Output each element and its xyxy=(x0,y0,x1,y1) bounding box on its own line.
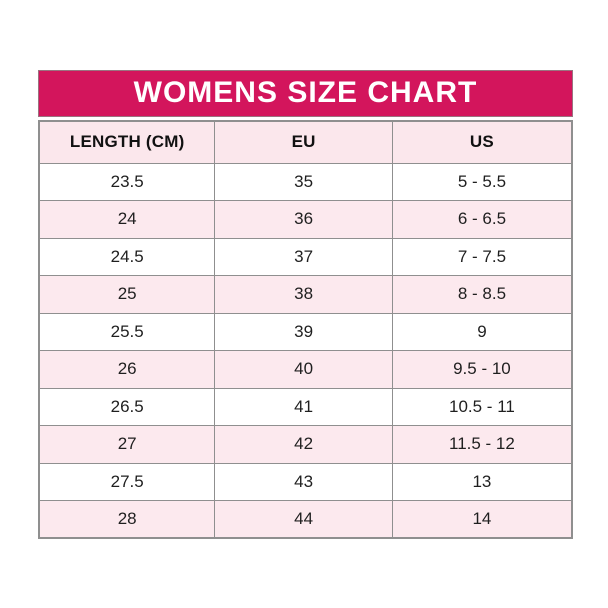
cell-length-cm: 24.5 xyxy=(38,237,216,276)
size-chart: WOMENS SIZE CHART LENGTH (CM) EU US 23.5… xyxy=(38,70,573,539)
table-row: 26.5 41 10.5 - 11 xyxy=(38,387,573,426)
column-header-eu: EU xyxy=(214,120,393,164)
chart-title-bar: WOMENS SIZE CHART xyxy=(38,70,573,117)
cell-eu: 43 xyxy=(214,462,393,501)
cell-eu: 37 xyxy=(214,237,393,276)
cell-length-cm: 28 xyxy=(38,500,216,539)
chart-title: WOMENS SIZE CHART xyxy=(133,75,478,109)
cell-length-cm: 27 xyxy=(38,425,216,464)
table-row: 23.5 35 5 - 5.5 xyxy=(38,162,573,201)
cell-eu: 41 xyxy=(214,387,393,426)
table-row: 28 44 14 xyxy=(38,500,573,539)
size-table-body: 23.5 35 5 - 5.5 24 36 6 - 6.5 24.5 37 7 - 7.5 25 3… xyxy=(38,162,573,539)
cell-us: 5 - 5.5 xyxy=(391,162,573,201)
cell-us: 9.5 - 10 xyxy=(391,350,573,389)
cell-us: 9 xyxy=(391,312,573,351)
cell-eu: 35 xyxy=(214,162,393,201)
cell-length-cm: 25 xyxy=(38,275,216,314)
table-row: 24 36 6 - 6.5 xyxy=(38,200,573,239)
table-row: 27.5 43 13 xyxy=(38,462,573,501)
column-header-us: US xyxy=(391,120,573,164)
cell-eu: 44 xyxy=(214,500,393,539)
cell-length-cm: 27.5 xyxy=(38,462,216,501)
column-header-length-cm: LENGTH (CM) xyxy=(38,120,216,164)
cell-eu: 39 xyxy=(214,312,393,351)
cell-length-cm: 26.5 xyxy=(38,387,216,426)
cell-eu: 40 xyxy=(214,350,393,389)
table-row: 27 42 11.5 - 12 xyxy=(38,425,573,464)
table-row: 26 40 9.5 - 10 xyxy=(38,350,573,389)
cell-us: 10.5 - 11 xyxy=(391,387,573,426)
table-row: 25.5 39 9 xyxy=(38,312,573,351)
cell-us: 13 xyxy=(391,462,573,501)
table-row: 25 38 8 - 8.5 xyxy=(38,275,573,314)
cell-eu: 38 xyxy=(214,275,393,314)
cell-us: 11.5 - 12 xyxy=(391,425,573,464)
cell-eu: 42 xyxy=(214,425,393,464)
cell-eu: 36 xyxy=(214,200,393,239)
cell-us: 7 - 7.5 xyxy=(391,237,573,276)
cell-length-cm: 26 xyxy=(38,350,216,389)
cell-length-cm: 25.5 xyxy=(38,312,216,351)
cell-us: 8 - 8.5 xyxy=(391,275,573,314)
size-table-header: LENGTH (CM) EU US xyxy=(38,120,573,164)
cell-length-cm: 23.5 xyxy=(38,162,216,201)
table-row: 24.5 37 7 - 7.5 xyxy=(38,237,573,276)
cell-length-cm: 24 xyxy=(38,200,216,239)
header-row: LENGTH (CM) EU US xyxy=(38,120,573,164)
cell-us: 14 xyxy=(391,500,573,539)
cell-us: 6 - 6.5 xyxy=(391,200,573,239)
size-table: LENGTH (CM) EU US 23.5 35 5 - 5.5 24 36 6 - 6… xyxy=(38,120,573,539)
